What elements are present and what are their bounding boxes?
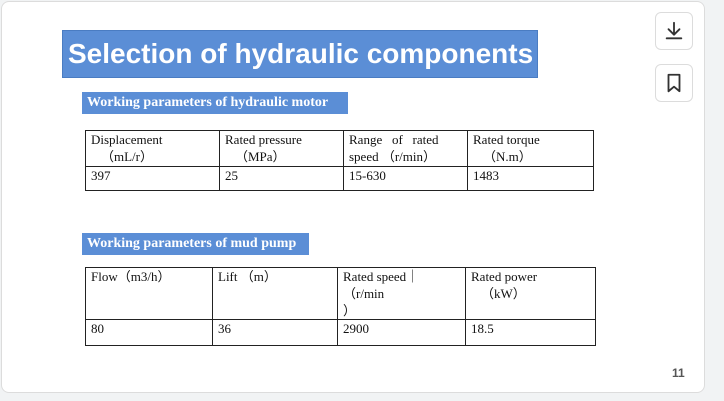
page-number: 11 — [672, 366, 685, 380]
table-cell: 2900 — [337, 319, 466, 346]
table-header-cell: Lift （m） — [212, 267, 338, 320]
table-row: 80 36 2900 18.5 — [85, 319, 596, 346]
table-cell: 18.5 — [465, 319, 596, 346]
table-header-cell: Rated speed｜（r/min） — [337, 267, 466, 320]
table-header-cell: Displacement （mL/r） — [85, 130, 220, 167]
table-header-cell: Flow（m3/h） — [85, 267, 213, 320]
pump-params-table: Flow（m3/h） Lift （m） Rated speed｜（r/min） … — [85, 267, 596, 346]
slide-title: Selection of hydraulic components — [62, 30, 538, 78]
table-cell: 1483 — [467, 166, 594, 191]
pump-section-label: Working parameters of mud pump — [82, 233, 309, 255]
bookmark-icon — [667, 73, 681, 93]
download-button[interactable] — [655, 12, 693, 50]
table-header-cell: Rated power （kW） — [465, 267, 596, 320]
table-header-cell: Rated torque （N.m） — [467, 130, 594, 167]
download-icon — [665, 21, 683, 40]
table-header-row: Flow（m3/h） Lift （m） Rated speed｜（r/min） … — [85, 267, 596, 320]
motor-params-table: Displacement （mL/r） Rated pressure （MPa） R… — [85, 130, 594, 191]
table-header-row: Displacement （mL/r） Rated pressure （MPa） R… — [85, 130, 594, 167]
table-cell: 80 — [85, 319, 213, 346]
table-header-cell: Range of rated speed （r/min） — [343, 130, 468, 167]
table-cell: 397 — [85, 166, 220, 191]
table-cell: 15-630 — [343, 166, 468, 191]
table-cell: 36 — [212, 319, 338, 346]
slide: Selection of hydraulic components Workin… — [1, 1, 705, 393]
table-cell: 25 — [219, 166, 344, 191]
table-row: 397 25 15-630 1483 — [85, 166, 594, 191]
bookmark-button[interactable] — [655, 64, 693, 102]
motor-section-label: Working parameters of hydraulic motor — [82, 92, 348, 114]
table-header-cell: Rated pressure （MPa） — [219, 130, 344, 167]
